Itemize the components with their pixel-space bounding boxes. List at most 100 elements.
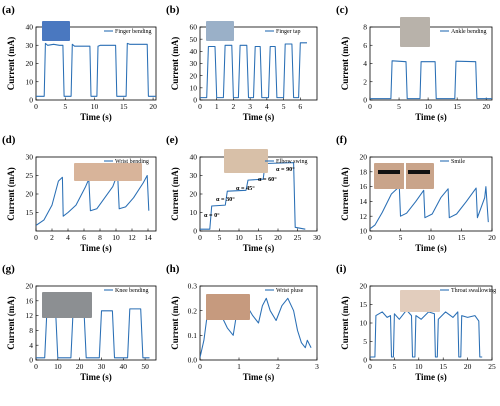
y-axis-title: Current (mA) — [170, 296, 180, 350]
wrist-pulse-photo — [206, 294, 250, 320]
series-line — [36, 173, 150, 226]
legend-label: Throat swallowing — [451, 288, 496, 294]
series-line — [36, 42, 156, 97]
y-tick-label: 6 — [363, 41, 367, 50]
y-tick-label: 8 — [29, 326, 33, 335]
y-axis-title: Current (mA) — [6, 37, 16, 91]
y-tick-label: 2 — [363, 77, 367, 86]
x-tick-label: 0 — [198, 362, 202, 371]
y-tick-label: 40 — [26, 23, 34, 32]
photo-frame — [206, 294, 250, 320]
y-tick-label: 0 — [193, 96, 197, 105]
x-tick-label: 4 — [265, 102, 269, 111]
chart-panel: (c) 0 5 10 15 20 0 2 4 6 8 Time (s) Current (mA) Ankl… — [336, 4, 493, 122]
x-tick-label: 30 — [313, 233, 321, 242]
throat-swallowing-photo — [400, 290, 440, 312]
legend-label: Wrist bending — [115, 159, 149, 165]
x-tick-label: 5 — [282, 102, 286, 111]
x-tick-label: 40 — [120, 362, 128, 371]
chart-panel: (d) 0 2 4 6 8 10 12 14 15 20 25 30 Time (s) Current (m… — [2, 134, 157, 253]
x-tick-label: 0 — [198, 102, 202, 111]
legend-label: Smile — [451, 159, 465, 165]
photo-frame — [42, 292, 92, 318]
x-tick-label: 3 — [315, 362, 319, 371]
legend-label: Finger tap — [276, 29, 301, 35]
x-axis-title: Time (s) — [415, 112, 447, 122]
angle-annotation: α = 30° — [216, 196, 235, 203]
finger-tap-photo — [206, 21, 234, 41]
x-tick-label: 0 — [368, 102, 372, 111]
y-tick-label: 20 — [190, 190, 198, 199]
x-tick-label: 5 — [218, 233, 222, 242]
panel-letter: (c) — [336, 4, 349, 16]
chart-panel: (e) 0 5 10 15 20 25 30 0 10 20 30 40 Time (s) Current … — [166, 134, 321, 253]
x-tick-label: 2 — [50, 233, 54, 242]
x-tick-label: 20 — [482, 102, 490, 111]
x-axis-title: Time (s) — [415, 243, 447, 253]
x-tick-label: 6 — [298, 102, 302, 111]
x-tick-label: 1 — [237, 362, 241, 371]
ankle-bending-photo — [400, 17, 430, 47]
chart-panel: (h) 0 1 2 3 0.0 0.1 0.2 0.3 Time (s) Current (mA) W… — [166, 263, 319, 382]
x-tick-label: 10 — [112, 233, 120, 242]
chart-panel: (f) 0 5 10 15 20 10 12 14 16 18 20 Time (s) Current (… — [336, 134, 496, 253]
x-tick-label: 2 — [232, 102, 236, 111]
y-tick-label: 8 — [363, 23, 367, 32]
x-axis-title: Time (s) — [80, 372, 112, 382]
photo-frame — [400, 290, 440, 312]
hand-finger-bending-photo — [42, 21, 70, 41]
y-axis-title: Current (mA) — [170, 167, 180, 221]
y-tick-label: 10 — [360, 319, 368, 328]
y-axis-title: Current (mA) — [6, 167, 16, 221]
x-tick-label: 25 — [488, 362, 496, 371]
y-tick-label: 0 — [363, 356, 367, 365]
y-axis-title: Current (mA) — [340, 37, 350, 91]
x-tick-label: 0 — [34, 102, 38, 111]
x-tick-label: 15 — [255, 233, 263, 242]
y-tick-label: 20 — [26, 190, 34, 199]
x-tick-label: 0 — [368, 233, 372, 242]
y-tick-label: 14 — [360, 197, 368, 206]
y-axis-title: Current (mA) — [340, 167, 350, 221]
panel-letter: (h) — [166, 263, 180, 275]
plot-frame — [369, 26, 493, 101]
x-tick-label: 4 — [66, 233, 70, 242]
x-tick-label: 1 — [215, 102, 219, 111]
x-tick-label: 8 — [98, 233, 102, 242]
x-axis-title: Time (s) — [243, 372, 275, 382]
angle-annotation: α = 90° — [276, 166, 295, 173]
y-tick-label: 0.0 — [188, 356, 198, 365]
x-tick-label: 10 — [415, 362, 423, 371]
x-axis-title: Time (s) — [80, 112, 112, 122]
x-tick-label: 10 — [424, 102, 432, 111]
x-tick-label: 10 — [54, 362, 62, 371]
panel-letter: (g) — [2, 263, 15, 275]
panel-letter: (d) — [2, 134, 16, 146]
y-tick-label: 16 — [26, 296, 34, 305]
y-tick-label: 10 — [360, 227, 368, 236]
legend-label: Knee bending — [115, 288, 149, 294]
x-tick-label: 10 — [235, 233, 243, 242]
y-tick-label: 15 — [26, 208, 34, 217]
photo-frame — [74, 163, 142, 181]
y-tick-label: 4 — [363, 59, 367, 68]
y-tick-label: 20 — [360, 153, 368, 162]
smile-face-photos — [374, 163, 434, 189]
photo-frame — [206, 21, 234, 41]
y-tick-label: 25 — [26, 171, 34, 180]
chart-panel: (i) 0 5 10 15 20 25 0 5 10 15 20 Time (s) Current (mA… — [336, 263, 496, 382]
panel-letter: (a) — [2, 4, 15, 16]
elbow-swing-photo — [224, 149, 268, 173]
x-tick-label: 5 — [393, 362, 397, 371]
plot-frame — [35, 285, 157, 361]
y-tick-label: 0 — [363, 96, 367, 105]
legend-label: Finger bending — [115, 29, 152, 35]
y-tick-label: 5 — [363, 337, 367, 346]
x-tick-label: 15 — [120, 102, 128, 111]
series-line — [200, 42, 307, 99]
y-axis-title: Current (mA) — [170, 37, 180, 91]
y-tick-label: 0.1 — [188, 331, 198, 340]
x-axis-title: Time (s) — [415, 372, 447, 382]
y-tick-label: 18 — [360, 167, 368, 176]
